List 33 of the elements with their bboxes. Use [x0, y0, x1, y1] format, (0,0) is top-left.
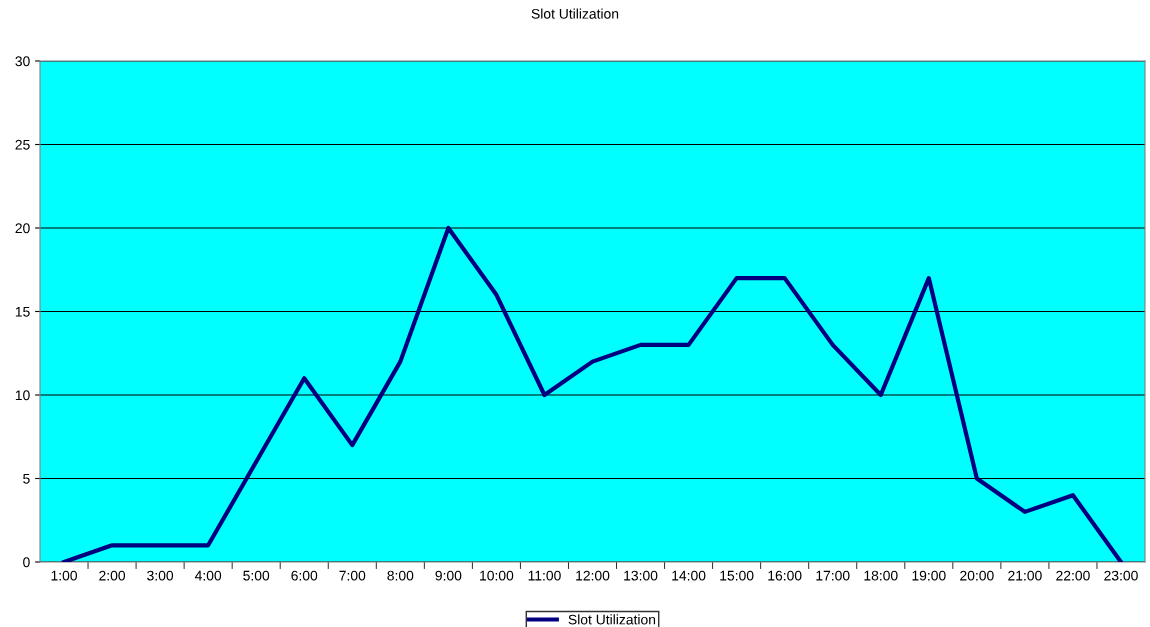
y-tick-label: 20: [15, 223, 30, 234]
y-tick-label: 5: [23, 473, 30, 484]
x-tick-label: 23:00: [1104, 570, 1138, 581]
legend-label: Slot Utilization: [568, 614, 656, 625]
chart-title: Slot Utilization: [531, 8, 619, 19]
x-tick-label: 4:00: [194, 570, 222, 581]
x-tick-label: 13:00: [624, 570, 658, 581]
y-tick-label: 10: [15, 390, 30, 401]
x-tick-label: 8:00: [387, 570, 414, 581]
x-tick-label: 9:00: [435, 570, 462, 581]
x-tick-label: 16:00: [768, 570, 802, 581]
x-tick-label: 7:00: [339, 570, 366, 581]
x-tick-label: 15:00: [720, 570, 754, 581]
x-tick-label: 20:00: [960, 570, 994, 581]
x-tick-label: 2:00: [99, 570, 126, 581]
x-tick-label: 22:00: [1056, 570, 1090, 581]
x-tick-label: 6:00: [291, 570, 318, 581]
x-tick-label: 5:00: [243, 570, 270, 581]
line-series: [61, 225, 1124, 562]
y-tick-label: 0: [23, 557, 30, 568]
x-tick-label: 11:00: [528, 570, 561, 581]
x-tick-label: 1:00: [51, 570, 77, 581]
x-tick-label: 3:00: [147, 570, 174, 581]
x-tick-label: 19:00: [912, 570, 946, 581]
x-tick-label: 18:00: [864, 570, 898, 581]
x-tick-label: 14:00: [672, 570, 706, 581]
y-tick-label: 25: [15, 139, 30, 150]
x-tick-label: 21:00: [1008, 570, 1042, 581]
x-tick-label: 17:00: [816, 570, 850, 581]
y-tick-label: 15: [15, 306, 30, 317]
x-tick-label: 12:00: [576, 570, 610, 581]
x-tick-label: 10:00: [480, 570, 514, 581]
y-tick-label: 30: [15, 56, 30, 67]
